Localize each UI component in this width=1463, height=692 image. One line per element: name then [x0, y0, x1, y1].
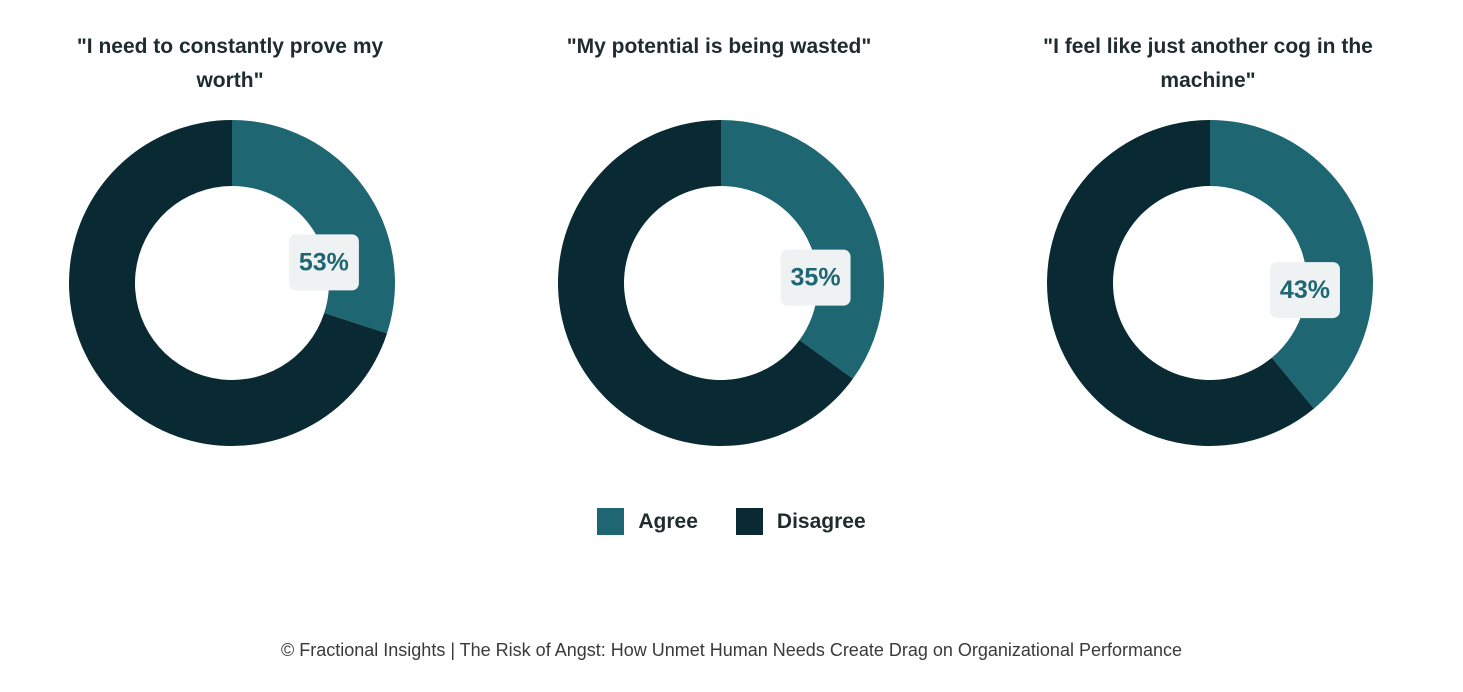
footer-credit: © Fractional Insights | The Risk of Angs…	[280, 640, 1182, 660]
legend-label-agree: Agree	[638, 509, 698, 533]
slice-disagree	[557, 120, 853, 446]
data-label: 53%	[299, 248, 349, 276]
slice-disagree	[1047, 120, 1314, 447]
legend-item-agree: Agree	[597, 508, 698, 535]
chart-title: "I feel like just another cog in the mac…	[1043, 35, 1373, 92]
data-label-background	[288, 234, 359, 291]
data-label-group: 43%	[1269, 262, 1340, 319]
data-label: 43%	[1280, 276, 1330, 304]
data-label-group: 53%	[288, 234, 359, 291]
donut-chart-2: "My potential is being wasted" 35%	[509, 0, 929, 470]
slice-agree	[721, 120, 884, 379]
legend-swatch-agree	[597, 508, 625, 535]
slice-disagree	[69, 120, 388, 447]
data-label-background	[780, 249, 851, 306]
chart-title: "My potential is being wasted"	[566, 35, 872, 58]
legend-item-disagree: Disagree	[735, 508, 866, 535]
donut-chart-1: "I need to constantly prove my worth" 53…	[20, 0, 440, 470]
slice-agree	[232, 120, 395, 334]
slice-agree	[1210, 120, 1373, 409]
chart-legend: Agree Disagree	[0, 508, 1463, 535]
donut-svg: 43%	[1047, 120, 1373, 447]
legend-swatch-disagree	[735, 508, 763, 535]
data-label: 35%	[791, 264, 841, 292]
data-label-background	[1269, 262, 1340, 319]
donut-svg: 53%	[69, 120, 395, 447]
legend-label-disagree: Disagree	[776, 509, 866, 533]
data-label-group: 35%	[780, 249, 851, 306]
chart-title: "I need to constantly prove my worth"	[76, 35, 384, 92]
donut-svg: 35%	[557, 120, 884, 446]
donut-chart-3: "I feel like just another cog in the mac…	[998, 0, 1418, 470]
